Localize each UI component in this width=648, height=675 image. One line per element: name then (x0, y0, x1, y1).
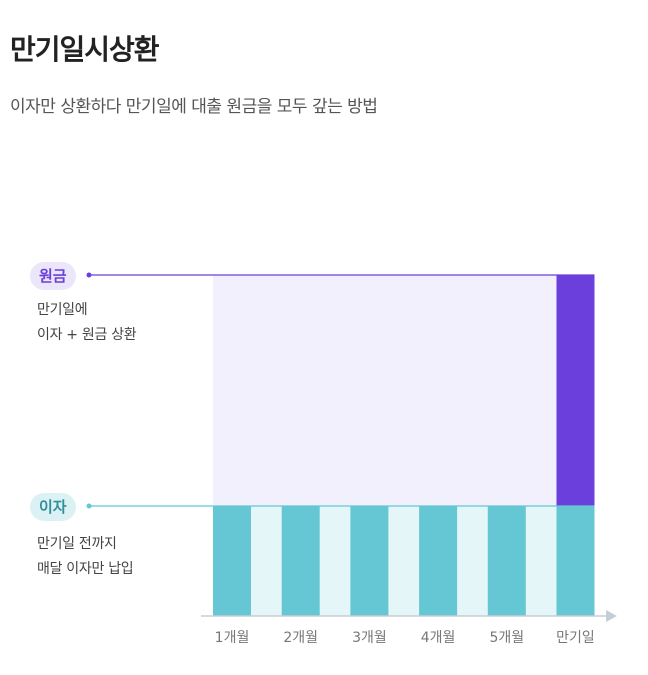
interest-bar (350, 506, 389, 616)
x-tick-label: 2개월 (283, 630, 318, 646)
interest-guide-dot (86, 503, 92, 509)
interest-desc-line1: 만기일 전까지 (37, 536, 117, 552)
x-tick-label: 5개월 (489, 630, 524, 646)
page-title: 만기일시상환 (10, 33, 160, 66)
x-tick-label: 3개월 (352, 630, 387, 646)
page-subtitle: 이자만 상환하다 만기일에 대출 원금을 모두 갚는 방법 (10, 97, 378, 117)
principal-badge: 원금 (30, 262, 76, 290)
x-tick-label: 4개월 (421, 630, 456, 646)
principal-bar (556, 275, 595, 506)
interest-bar (487, 506, 526, 616)
principal-guide-dot (86, 272, 92, 278)
principal-desc-line2: 이자 + 원금 상환 (37, 327, 137, 343)
x-tick-label: 만기일 (556, 630, 595, 646)
interest-bar (213, 506, 251, 616)
interest-desc-line2: 매달 이자만 납입 (37, 561, 134, 577)
interest-description: 만기일 전까지 매달 이자만 납입 (37, 532, 134, 582)
interest-bar (281, 506, 320, 616)
interest-bar (556, 506, 595, 616)
x-tick-label: 1개월 (215, 630, 250, 646)
interest-badge: 이자 (30, 493, 76, 521)
interest-area (213, 506, 595, 616)
interest-bar (419, 506, 458, 616)
principal-area (213, 275, 557, 506)
x-axis-arrow-icon (606, 610, 617, 622)
principal-description: 만기일에 이자 + 원금 상환 (37, 298, 137, 348)
principal-desc-line1: 만기일에 (37, 302, 88, 318)
